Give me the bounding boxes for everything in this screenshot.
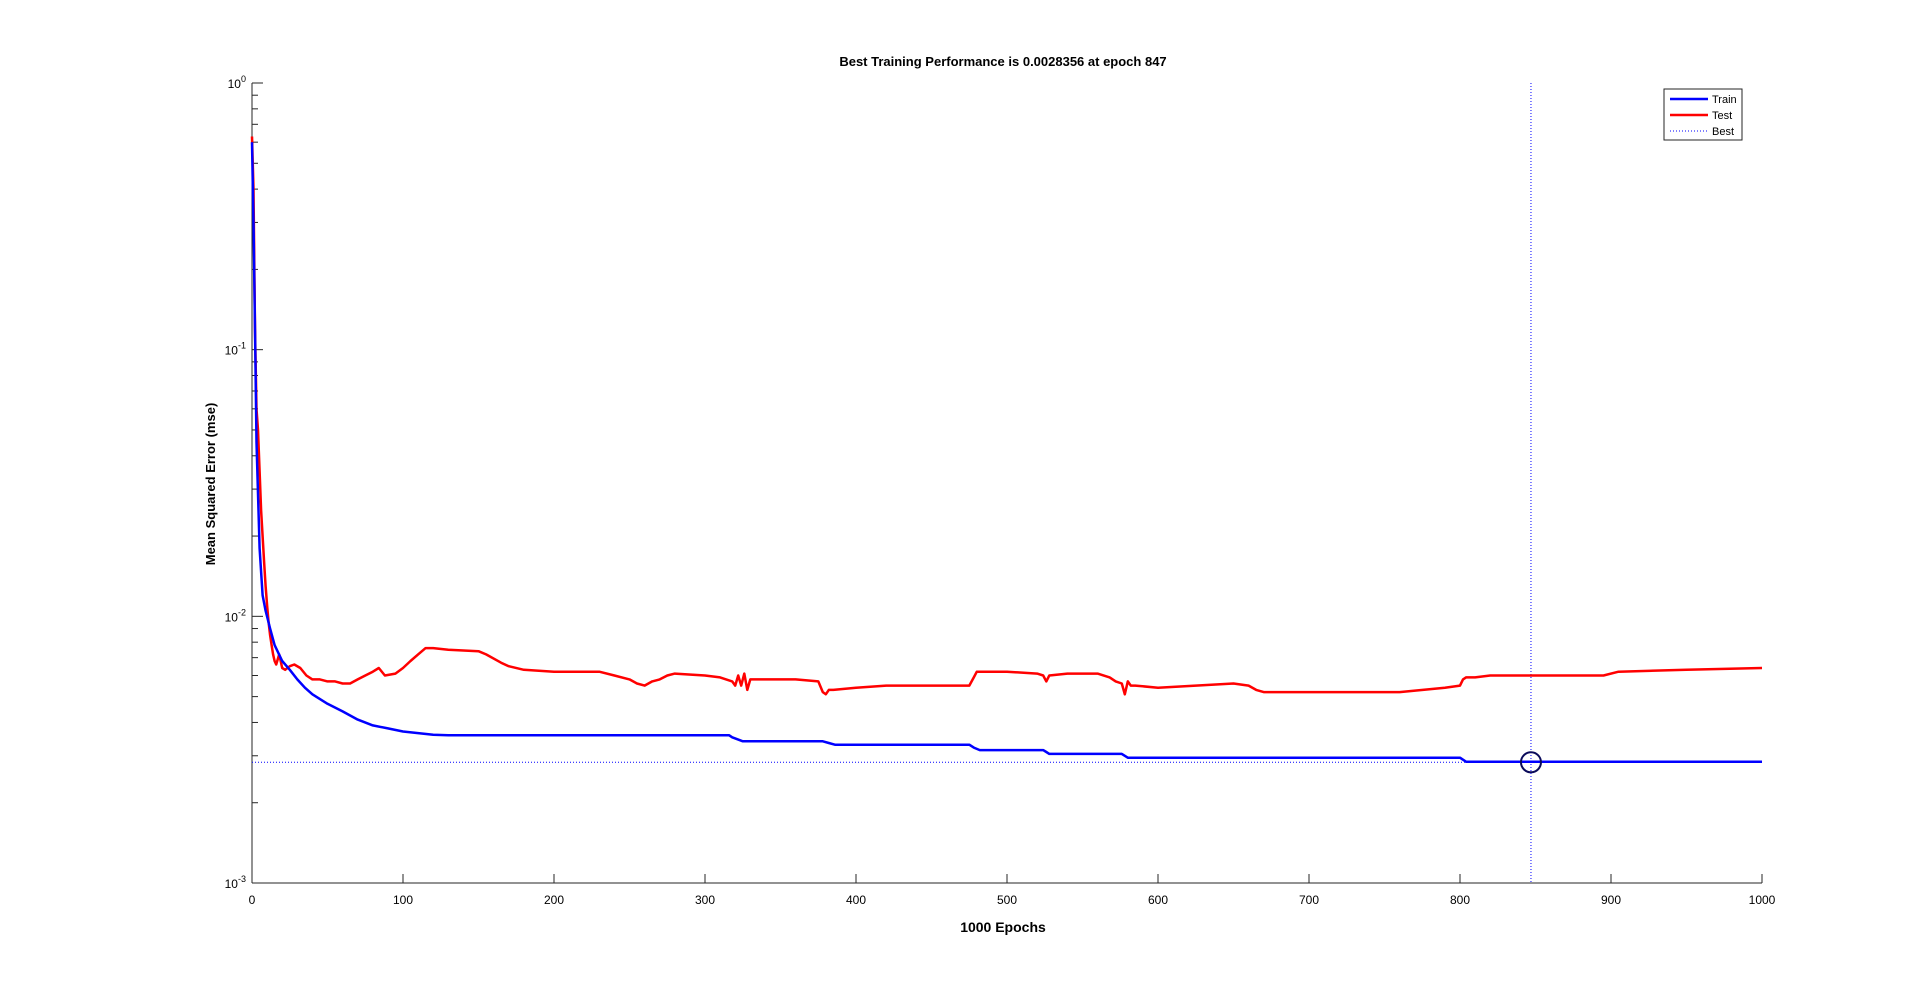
x-tick-label: 400 [846, 893, 866, 907]
best-marker [1519, 751, 1542, 774]
x-tick-label: 500 [997, 893, 1017, 907]
legend-label-train: Train [1712, 94, 1737, 106]
x-tick-label: 100 [393, 893, 413, 907]
x-tick-label: 200 [544, 893, 564, 907]
legend-label-test: Test [1712, 110, 1732, 122]
legend-label-best: Best [1712, 126, 1734, 138]
best-reference-lines [252, 83, 1762, 883]
legend: Train Test Best [1663, 88, 1743, 141]
x-tick-label: 700 [1299, 893, 1319, 907]
y-tick-label: 10-1 [225, 341, 246, 358]
chart-title: Best Training Performance is 0.0028356 a… [839, 54, 1166, 69]
x-tick-label: 600 [1148, 893, 1168, 907]
series-line-train [250, 142, 1762, 763]
best-epoch-circle [1519, 751, 1542, 774]
axes: 0 100 200 300 400 500 600 700 800 900 1000 10-3 10-2… [225, 74, 1776, 907]
x-tick-label: 800 [1450, 893, 1470, 907]
series-line-test [250, 136, 1763, 696]
y-axis-label: Mean Squared Error (mse) [203, 403, 218, 566]
y-tick-label: 100 [228, 74, 246, 91]
x-tick-label: 900 [1601, 893, 1621, 907]
y-tick-label: 10-2 [225, 607, 246, 624]
y-tick-label: 10-3 [225, 874, 246, 891]
x-tick-label: 0 [249, 893, 256, 907]
x-tick-label: 300 [695, 893, 715, 907]
series-lines [250, 136, 1763, 763]
x-axis-label: 1000 Epochs [960, 919, 1046, 935]
x-tick-label: 1000 [1749, 893, 1776, 907]
